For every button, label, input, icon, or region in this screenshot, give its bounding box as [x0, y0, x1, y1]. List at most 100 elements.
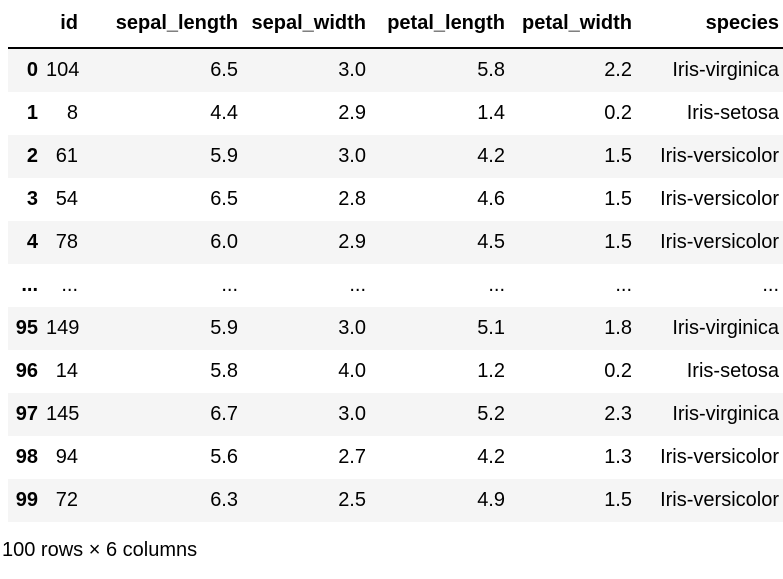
table-cell: 3.0	[338, 317, 366, 339]
table-cell: 6.5	[210, 59, 238, 81]
row-index: 98	[15, 446, 38, 468]
column-header-petal_width: petal_width	[509, 0, 636, 49]
table-cell: 14	[55, 360, 78, 382]
table-cell: Iris-setosa	[686, 360, 779, 382]
table-cell: ...	[61, 274, 78, 296]
table-cell: 0.2	[604, 102, 632, 124]
table-cell: 4.9	[477, 489, 505, 511]
table-row: 3 54 6.5 2.8 4.6 1.5 Iris-versicolor	[8, 178, 783, 221]
table-cell: 61	[55, 145, 78, 167]
row-index: 1	[26, 102, 38, 124]
table-cell: 2.8	[338, 188, 366, 210]
table-row: .....................	[8, 264, 783, 307]
table-cell: 1.5	[604, 231, 632, 253]
table-cell: Iris-versicolor	[660, 188, 779, 210]
table-row: 98 94 5.6 2.7 4.2 1.3 Iris-versicolor	[8, 436, 783, 479]
table-cell: 2.2	[604, 59, 632, 81]
table-cell: 3.0	[338, 59, 366, 81]
table-cell: Iris-virginica	[672, 59, 779, 81]
index-column-header	[8, 0, 42, 49]
column-header-sepal_length: sepal_length	[82, 0, 242, 49]
table-cell: 5.9	[210, 145, 238, 167]
table-cell: 3.0	[338, 403, 366, 425]
table-cell: 4.2	[477, 145, 505, 167]
table-cell: 4.5	[477, 231, 505, 253]
table-cell: 4.2	[477, 446, 505, 468]
table-cell: 94	[55, 446, 78, 468]
table-row: 2 61 5.9 3.0 4.2 1.5 Iris-versicolor	[8, 135, 783, 178]
table-cell: ...	[221, 274, 238, 296]
table-cell: Iris-versicolor	[660, 446, 779, 468]
row-index: 97	[15, 403, 38, 425]
table-cell: 6.5	[210, 188, 238, 210]
table-cell: 3.0	[338, 145, 366, 167]
table-cell: 145	[46, 403, 80, 425]
table-cell: 2.9	[338, 231, 366, 253]
table-cell: 5.6	[210, 446, 238, 468]
table-row: 4 78 6.0 2.9 4.5 1.5 Iris-versicolor	[8, 221, 783, 264]
row-index: 96	[15, 360, 38, 382]
table-cell: 78	[55, 231, 78, 253]
table-cell: 1.5	[604, 145, 632, 167]
table-cell: ...	[762, 274, 779, 296]
table-cell: Iris-versicolor	[660, 489, 779, 511]
table-cell: Iris-virginica	[672, 403, 779, 425]
table-cell: 5.8	[477, 59, 505, 81]
table-cell: 1.3	[604, 446, 632, 468]
table-cell: ...	[615, 274, 632, 296]
table-cell: 1.5	[604, 489, 632, 511]
column-header-sepal_width: sepal_width	[242, 0, 370, 49]
table-cell: 4.0	[338, 360, 366, 382]
column-header-petal_length: petal_length	[370, 0, 509, 49]
table-row: 96 14 5.8 4.0 1.2 0.2 Iris-setosa	[8, 350, 783, 393]
row-index: 95	[15, 317, 38, 339]
table-cell: 2.3	[604, 403, 632, 425]
row-index: 0	[26, 59, 38, 81]
table-row: 1 8 4.4 2.9 1.4 0.2 Iris-setosa	[8, 92, 783, 135]
table-cell: Iris-virginica	[672, 317, 779, 339]
table-row: 99 72 6.3 2.5 4.9 1.5 Iris-versicolor	[8, 479, 783, 522]
row-index: ...	[21, 274, 38, 296]
table-cell: Iris-versicolor	[660, 145, 779, 167]
table-cell: 1.4	[477, 102, 505, 124]
table-cell: 8	[66, 102, 78, 124]
row-index: 4	[26, 231, 38, 253]
table-cell: 1.2	[477, 360, 505, 382]
table-cell: 2.9	[338, 102, 366, 124]
table-cell: 149	[46, 317, 80, 339]
table-row: 95 149 5.9 3.0 5.1 1.8 Iris-virginica	[8, 307, 783, 350]
dataframe-body: 0 104 6.5 3.0 5.8 2.2 Iris-virginica 1 8 4.4 2.9 1.…	[8, 48, 783, 522]
table-cell: ...	[349, 274, 366, 296]
table-cell: Iris-versicolor	[660, 231, 779, 253]
table-cell: 1.5	[604, 188, 632, 210]
column-header-species: species	[636, 0, 783, 49]
table-cell: 1.8	[604, 317, 632, 339]
table-cell: 6.3	[210, 489, 238, 511]
dataframe-container: id sepal_length sepal_width petal_length pet…	[8, 0, 783, 522]
table-cell: 0.2	[604, 360, 632, 382]
header-row: id sepal_length sepal_width petal_length pet…	[8, 0, 783, 49]
dataframe-shape-label: 100 rows × 6 columns	[2, 539, 198, 561]
table-cell: Iris-setosa	[686, 102, 779, 124]
table-cell: 2.5	[338, 489, 366, 511]
table-cell: 6.7	[210, 403, 238, 425]
column-header-id: id	[42, 0, 82, 49]
table-cell: 2.7	[338, 446, 366, 468]
row-index: 3	[26, 188, 38, 210]
table-row: 0 104 6.5 3.0 5.8 2.2 Iris-virginica	[8, 48, 783, 92]
table-cell: 54	[55, 188, 78, 210]
table-cell: 6.0	[210, 231, 238, 253]
table-cell: 104	[46, 59, 80, 81]
table-cell: 5.2	[477, 403, 505, 425]
dataframe-header: id sepal_length sepal_width petal_length pet…	[8, 0, 783, 49]
table-cell: ...	[488, 274, 505, 296]
table-cell: 4.6	[477, 188, 505, 210]
table-cell: 5.1	[477, 317, 505, 339]
table-cell: 4.4	[210, 102, 238, 124]
table-cell: 5.9	[210, 317, 238, 339]
table-row: 97 145 6.7 3.0 5.2 2.3 Iris-virginica	[8, 393, 783, 436]
row-index: 99	[15, 489, 38, 511]
dataframe-table: id sepal_length sepal_width petal_length pet…	[8, 0, 783, 522]
table-cell: 5.8	[210, 360, 238, 382]
